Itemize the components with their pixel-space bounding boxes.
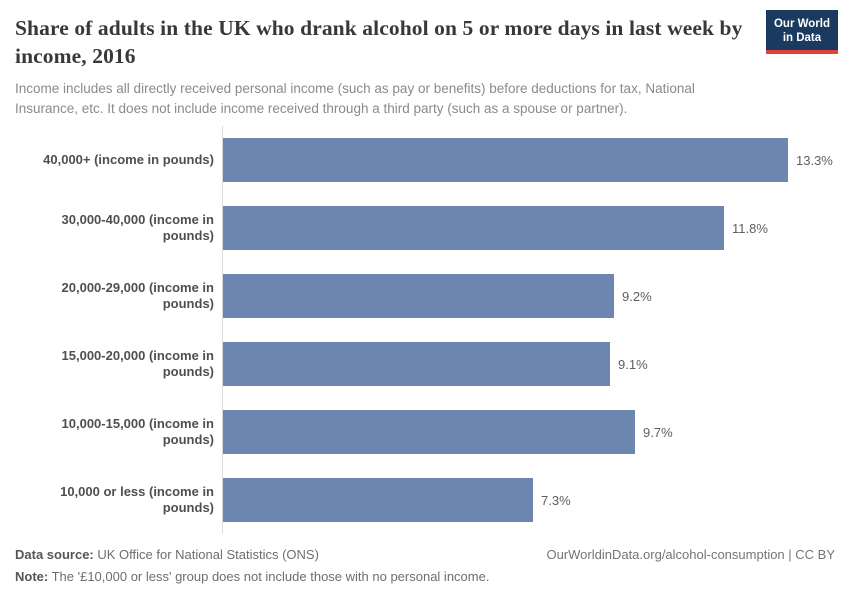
value-label: 13.3% [796,152,833,168]
note-label: Note: [15,569,49,584]
logo-line-1: Our World [773,18,830,30]
bar-track: 9.7% [222,398,835,466]
footer: Data source: UK Office for National Stat… [15,546,835,586]
bar[interactable] [223,206,724,250]
bar-track: 13.3% [222,126,835,194]
bar[interactable] [223,274,614,318]
owid-logo: Our World in Data [765,10,838,54]
value-label: 7.3% [541,492,571,508]
bar-track: 7.3% [222,466,835,534]
chart-title: Share of adults in the UK who drank alco… [15,16,743,68]
logo-line-2: in Data [782,32,822,44]
bar-row: 30,000-40,000 (income in pounds) 11.8% [15,194,835,262]
bar-track: 9.2% [222,262,835,330]
value-label: 11.8% [732,220,768,236]
value-label: 9.1% [618,356,648,372]
note-text: The '£10,000 or less' group does not inc… [48,569,490,584]
bar[interactable] [223,478,533,522]
category-label: 15,000-20,000 (income in pounds) [61,348,214,379]
bar-row: 15,000-20,000 (income in pounds) 9.1% [15,330,835,398]
bar[interactable] [223,342,610,386]
category-label: 30,000-40,000 (income in pounds) [61,212,214,243]
category-label: 40,000+ (income in pounds) [43,152,214,167]
bar-track: 9.1% [222,330,835,398]
category-label: 10,000-15,000 (income in pounds) [61,416,214,447]
bar-rows: 40,000+ (income in pounds) 13.3% 30,000-… [15,126,835,534]
bar-row: 40,000+ (income in pounds) 13.3% [15,126,835,194]
footer-link: OurWorldinData.org/alcohol-consumption |… [546,547,835,562]
bar-row: 10,000 or less (income in pounds) 7.3% [15,466,835,534]
value-label: 9.2% [622,288,652,304]
bar-track: 11.8% [222,194,835,262]
bar-chart: 40,000+ (income in pounds) 13.3% 30,000-… [15,126,835,534]
bar-row: 20,000-29,000 (income in pounds) 9.2% [15,262,835,330]
category-label: 20,000-29,000 (income in pounds) [61,280,214,311]
header: Share of adults in the UK who drank alco… [15,10,838,119]
data-source-text: UK Office for National Statistics (ONS) [93,547,319,562]
data-source-line: Data source: UK Office for National Stat… [15,546,319,564]
data-source-label: Data source: [15,547,94,562]
note-line: Note: The '£10,000 or less' group does n… [15,568,835,586]
bar[interactable] [223,138,788,182]
bar-row: 10,000-15,000 (income in pounds) 9.7% [15,398,835,466]
value-label: 9.7% [643,424,673,440]
bar[interactable] [223,410,635,454]
chart-subtitle: Income includes all directly received pe… [15,81,695,116]
category-label: 10,000 or less (income in pounds) [60,484,214,515]
